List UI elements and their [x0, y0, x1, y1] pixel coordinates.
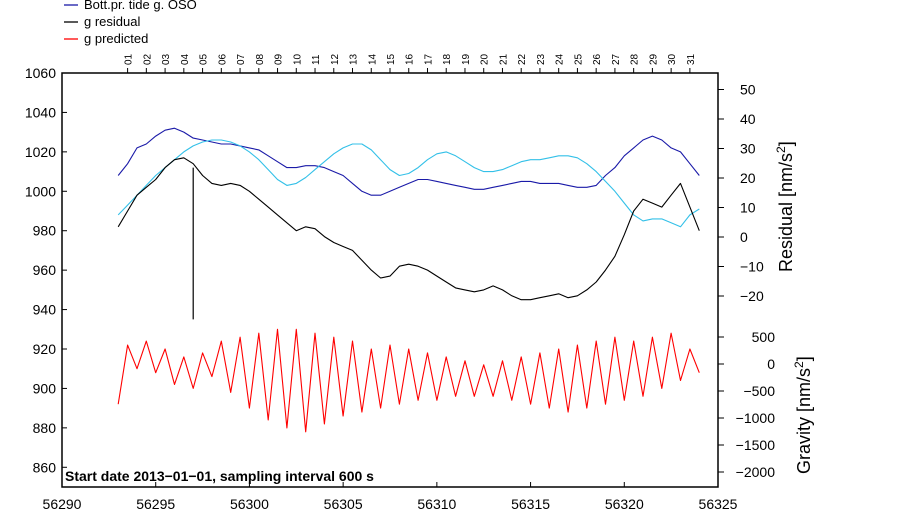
y-tick-label: 980 — [33, 223, 57, 239]
residual-tick-label: −10 — [740, 259, 764, 275]
top-day-label: 03 — [161, 53, 172, 65]
top-day-label: 02 — [142, 53, 153, 65]
top-day-label: 05 — [199, 53, 210, 65]
residual-tick-label: 50 — [740, 82, 756, 98]
top-day-label: 19 — [461, 53, 472, 65]
top-day-label: 31 — [686, 53, 697, 65]
y-tick-label: 1060 — [25, 65, 56, 81]
top-day-label: 14 — [367, 53, 378, 65]
top-day-label: 01 — [124, 53, 135, 65]
x-tick-label: 56320 — [605, 496, 644, 512]
top-day-label: 25 — [573, 53, 584, 65]
y-tick-label: 940 — [33, 302, 57, 318]
top-day-label: 07 — [236, 53, 247, 65]
residual-tick-label: 40 — [740, 111, 756, 127]
y-tick-label: 1020 — [25, 144, 56, 160]
gravity-tick-label: 500 — [752, 329, 776, 345]
legend-label: Bott.pr. tide g. OSO — [84, 0, 197, 12]
residual-tick-label: 30 — [740, 141, 756, 157]
y-tick-label: 1000 — [25, 183, 56, 199]
top-day-label: 11 — [311, 54, 322, 65]
annotation-start-date: Start date 2013−01−01, sampling interval… — [65, 468, 374, 484]
gravity-tick-label: −500 — [743, 383, 775, 399]
residual-tick-label: 10 — [740, 200, 756, 216]
y-tick-label: 880 — [33, 420, 57, 436]
top-day-label: 23 — [536, 53, 547, 65]
series-line-ocean-tide-loading — [117, 139, 700, 228]
series-line-g-residual — [117, 157, 700, 301]
x-tick-label: 56290 — [43, 496, 82, 512]
top-day-label: 22 — [517, 53, 528, 65]
residual-tick-label: 20 — [740, 170, 756, 186]
top-day-label: 28 — [630, 53, 641, 65]
x-tick-label: 56305 — [324, 496, 363, 512]
top-day-label: 08 — [255, 53, 266, 65]
gravity-tick-label: −1500 — [736, 437, 776, 453]
top-day-label: 27 — [611, 53, 622, 65]
gravity-tick-label: 0 — [767, 356, 775, 372]
top-day-label: 29 — [648, 53, 659, 65]
top-day-label: 15 — [386, 53, 397, 65]
top-day-label: 21 — [498, 53, 509, 65]
y-tick-label: 860 — [33, 459, 57, 475]
legend: Bott.pr. tide g. OSO g residual g predicte… — [64, 0, 197, 46]
top-day-label: 30 — [667, 53, 678, 65]
y-tick-label: 900 — [33, 380, 57, 396]
top-day-label: 24 — [555, 53, 566, 65]
top-day-label: 26 — [592, 53, 603, 65]
x-tick-label: 56315 — [511, 496, 550, 512]
x-tick-label: 56310 — [417, 496, 456, 512]
x-tick-label: 56325 — [699, 496, 738, 512]
legend-label: g residual — [84, 14, 140, 29]
top-day-label: 13 — [349, 53, 360, 65]
plot-frame — [61, 72, 719, 488]
top-day-label: 16 — [405, 53, 416, 65]
gravity-tick-label: −2000 — [736, 464, 776, 480]
gravity-tick-label: −1000 — [736, 410, 776, 426]
series-line-g-predicted — [117, 328, 700, 433]
top-day-label: 17 — [423, 53, 434, 65]
residual-axis-title: Residual [nm/s2] — [774, 141, 796, 272]
x-tick-label: 56295 — [136, 496, 175, 512]
series-line-bott-pr-tide-g-oso — [117, 127, 700, 196]
top-day-label: 20 — [480, 53, 491, 65]
gravity-axis-title: Gravity [nm/s2] — [792, 356, 814, 474]
top-day-label: 06 — [217, 53, 228, 65]
y-tick-label: 1040 — [25, 104, 56, 120]
top-day-label: 09 — [274, 53, 285, 65]
residual-tick-label: −20 — [740, 288, 764, 304]
axes-ticks: 56290 56295 56300 56305 56310 56315 56320 56325… — [25, 53, 775, 512]
x-tick-label: 56300 — [230, 496, 269, 512]
top-day-label: 12 — [330, 53, 341, 65]
top-day-label: 18 — [442, 53, 453, 65]
residual-tick-label: 0 — [740, 229, 748, 245]
y-tick-label: 920 — [33, 341, 57, 357]
series-group — [117, 127, 700, 433]
top-day-label: 04 — [180, 53, 191, 65]
top-day-label: 10 — [292, 53, 303, 65]
y-tick-label: 960 — [33, 262, 57, 278]
legend-label: g predicted — [84, 31, 148, 46]
